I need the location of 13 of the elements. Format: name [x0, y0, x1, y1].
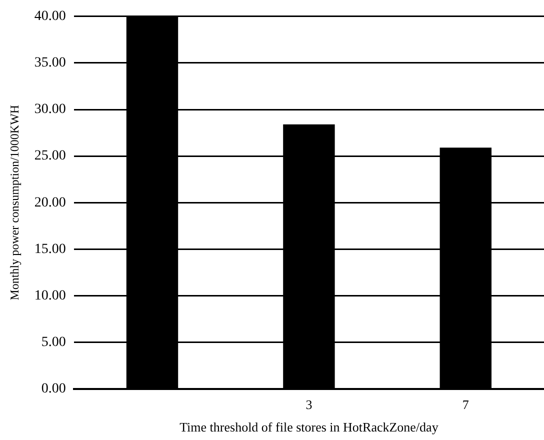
y-axis-title: Monthly power consumption/1000KWH — [7, 104, 22, 300]
y-tick-label: 15.00 — [34, 242, 66, 257]
y-tick-label: 10.00 — [34, 288, 66, 304]
y-tick-label: 20.00 — [34, 195, 66, 210]
x-axis-title: Time threshold of file stores in HotRackZone/day — [180, 420, 439, 435]
x-tick-label: 3 — [306, 397, 312, 412]
y-tick-label: 5.00 — [41, 334, 66, 350]
y-tick-label: 35.00 — [34, 56, 66, 71]
y-tick-label: 25.00 — [34, 148, 66, 164]
y-tick-label: 40.00 — [34, 9, 66, 24]
y-tick-label: 30.00 — [34, 102, 66, 118]
y-tick-label: 0.00 — [41, 381, 66, 396]
x-tick-label: 7 — [462, 397, 470, 412]
